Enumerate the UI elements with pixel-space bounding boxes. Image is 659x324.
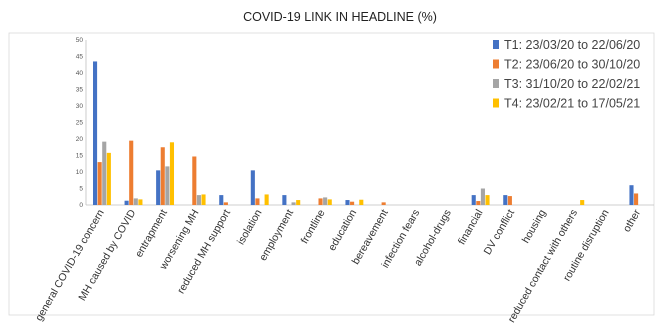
legend-entry: T3: 31/10/20 to 22/02/21 (504, 77, 640, 91)
bar (291, 202, 296, 205)
bar (471, 195, 476, 205)
y-tick-label: 25 (76, 120, 84, 127)
bar (196, 195, 201, 205)
legend: T1: 23/03/20 to 22/06/20 T2: 23/06/20 to … (493, 38, 640, 111)
bar (223, 202, 228, 205)
x-tick-label: DV conflict (482, 207, 518, 257)
bar (580, 200, 585, 205)
bar (503, 195, 508, 205)
x-tick-label: housing (520, 207, 549, 245)
legend-entry: T1: 23/03/20 to 22/06/20 (504, 38, 640, 52)
bar (97, 162, 102, 205)
bar (138, 199, 143, 205)
x-tick-label: isolation (235, 207, 265, 247)
bar (93, 61, 98, 206)
bar (634, 193, 639, 205)
bar (476, 201, 481, 205)
bar (359, 199, 364, 205)
bar (160, 147, 165, 205)
bar (381, 202, 386, 205)
bar (345, 200, 350, 205)
bar (219, 195, 224, 205)
bar (129, 140, 134, 205)
bar (201, 194, 206, 205)
bar (165, 166, 170, 205)
bar (282, 195, 287, 205)
bar (192, 156, 197, 205)
bar (485, 195, 490, 205)
legend-swatch (493, 40, 499, 49)
bar (480, 188, 485, 205)
y-tick-label: 50 (76, 37, 84, 44)
x-tick-label: MH caused by COVID (76, 207, 138, 303)
y-tick-label: 35 (76, 87, 84, 94)
legend-swatch (493, 98, 499, 108)
bar (255, 198, 260, 205)
x-tick-label: education (326, 207, 359, 253)
x-tick-label: frontline (299, 207, 328, 245)
bar (629, 185, 634, 205)
bar (318, 198, 323, 205)
bar (133, 198, 138, 205)
bar (350, 201, 355, 205)
bar (296, 200, 301, 205)
x-tick-label: entrapment (133, 207, 170, 259)
bar (250, 170, 255, 205)
bar (156, 170, 161, 205)
y-tick-label: 5 (79, 186, 83, 193)
bar (102, 141, 107, 205)
plot-area-border (8, 32, 655, 316)
bar (323, 197, 328, 205)
bar (124, 200, 129, 205)
legend-entry: T4: 23/02/21 to 17/05/21 (504, 97, 640, 111)
legend-entry: T2: 23/06/20 to 30/10/20 (504, 58, 640, 72)
axis-layer: 0 5 10 15 20 25 30 35 40 45 50 (76, 37, 654, 209)
y-tick-label: 20 (76, 136, 84, 143)
bar (106, 152, 111, 205)
bar (169, 142, 175, 205)
bar (507, 196, 512, 205)
bar (327, 199, 332, 205)
legend-swatch (493, 59, 499, 69)
y-tick-label: 15 (76, 153, 84, 160)
bar (264, 194, 269, 205)
x-tick-label: other (621, 207, 644, 234)
y-tick-label: 40 (76, 70, 84, 77)
y-tick-label: 45 (76, 54, 84, 61)
chart-title: COVID-19 LINK IN HEADLINE (%) (243, 10, 437, 24)
bars-layer (93, 61, 639, 206)
y-tick-label: 0 (79, 202, 83, 209)
y-tick-label: 10 (76, 169, 84, 176)
y-tick-label: 30 (76, 103, 84, 110)
legend-swatch (493, 79, 499, 88)
x-tick-label: financial (456, 208, 486, 247)
